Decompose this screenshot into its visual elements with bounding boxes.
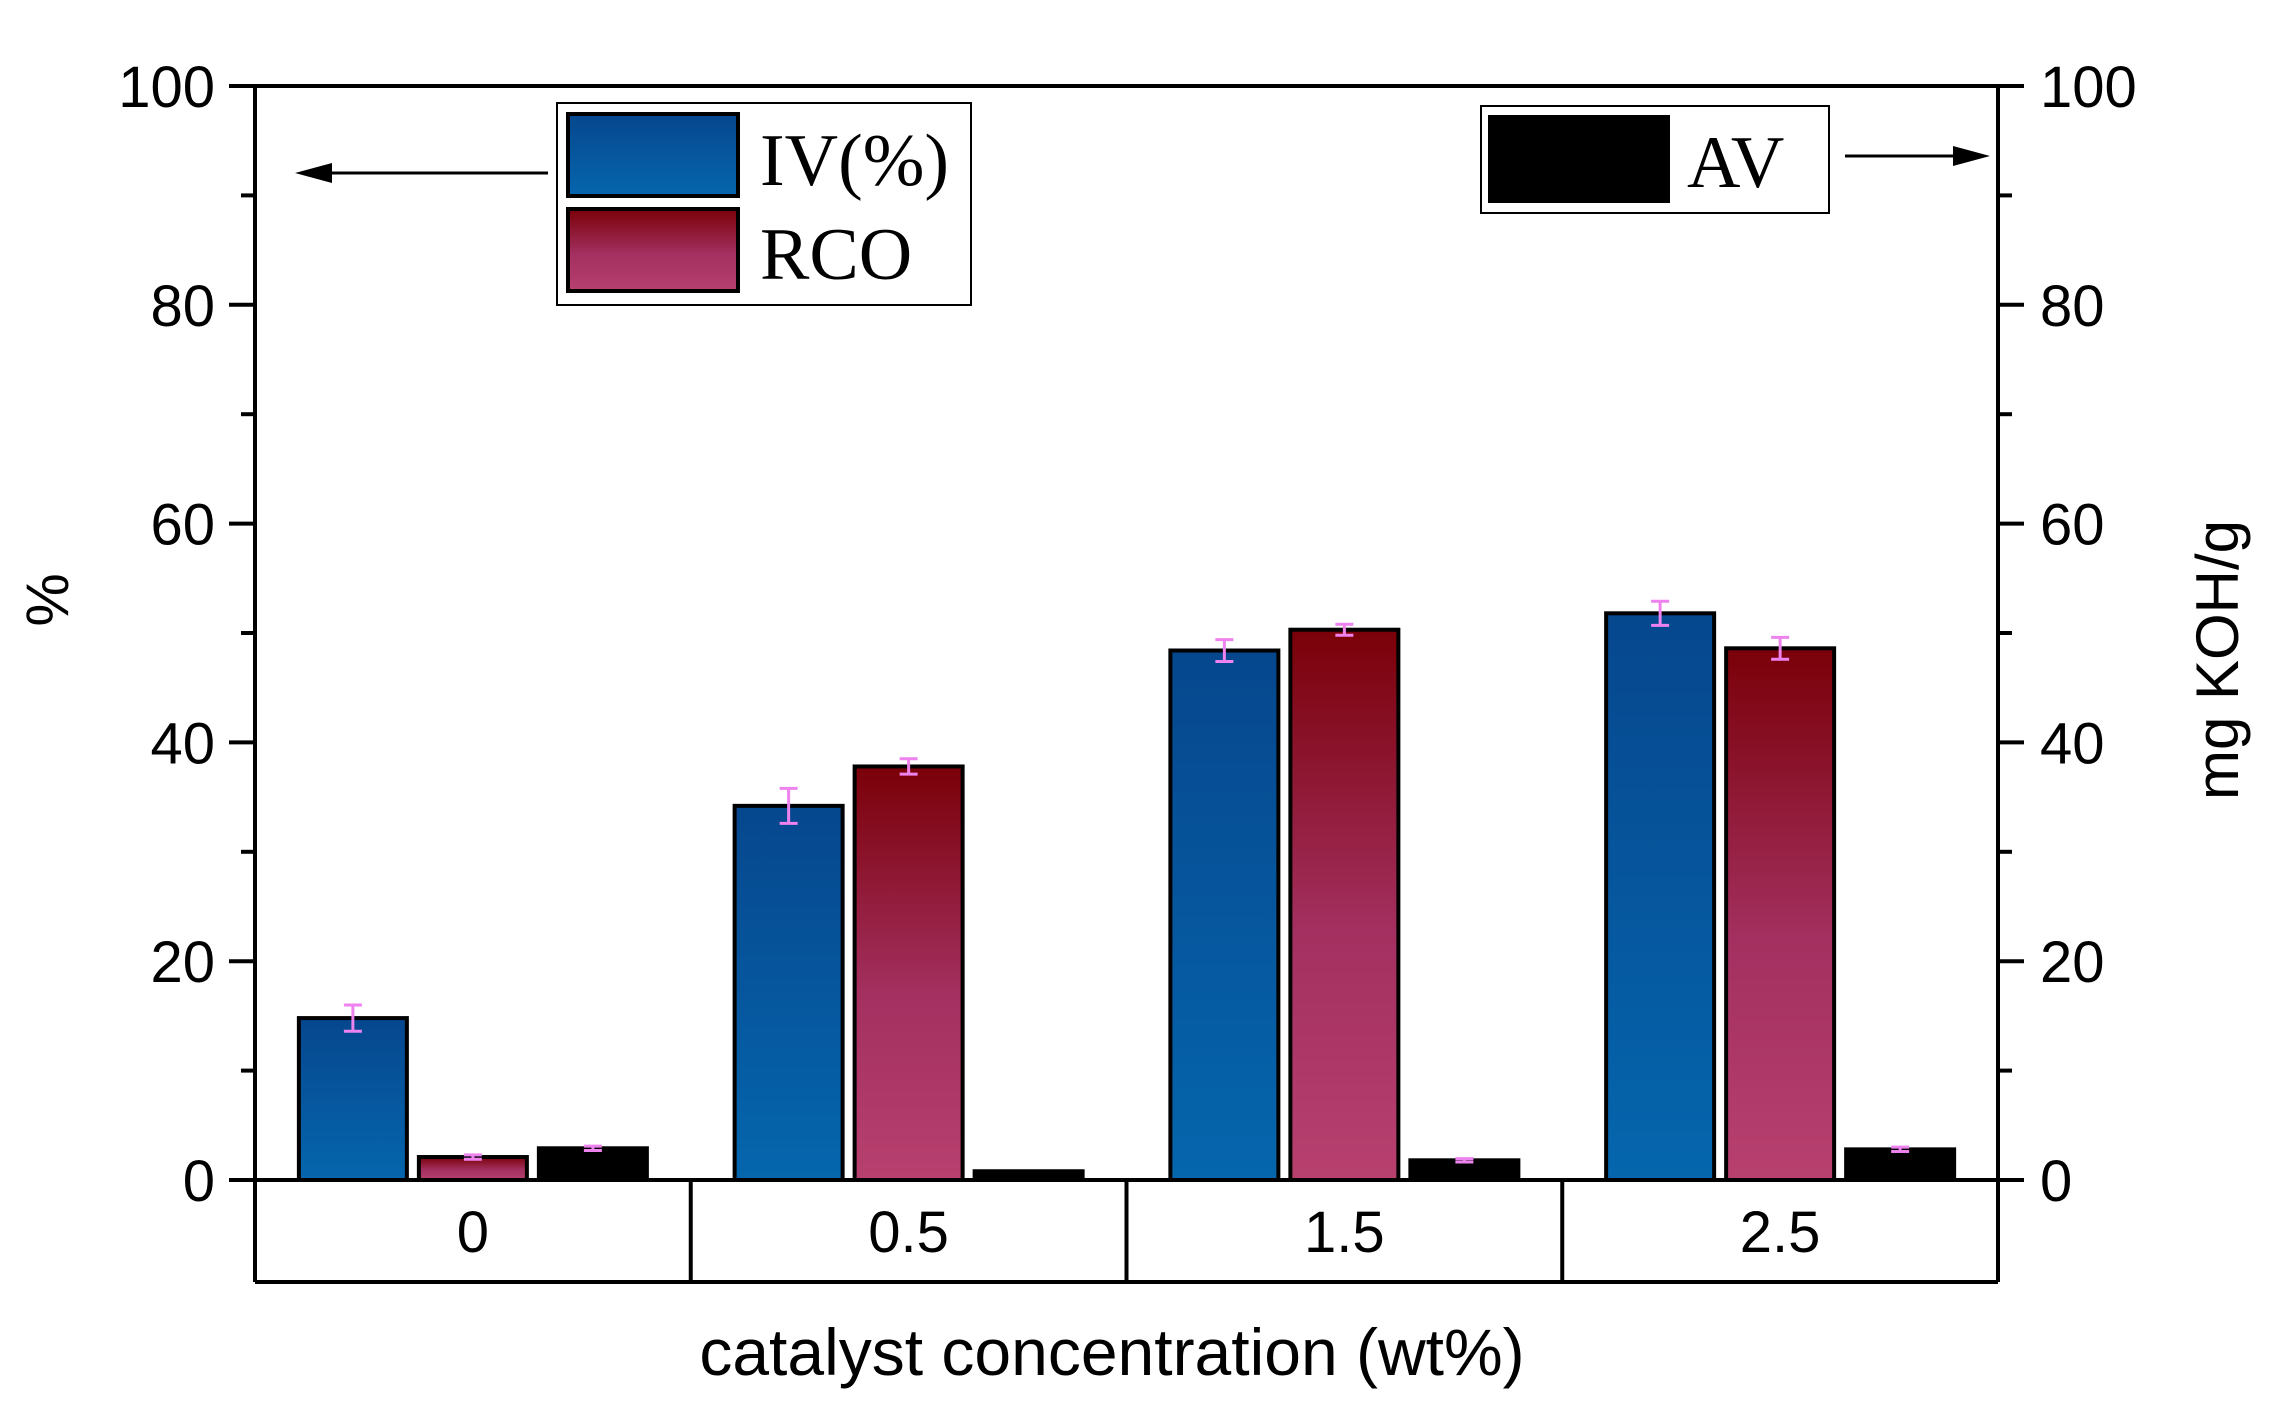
x-axis-label: catalyst concentration (wt%) [699,1315,1524,1389]
y-axis-left-label: % [14,573,81,626]
y-left-tick-label: 0 [183,1149,215,1214]
x-tick-label: 1.5 [1304,1200,1385,1265]
bar-av-2.5 [1844,1147,1957,1183]
y-left-tick-label: 60 [150,493,215,558]
bar-iv-0 [296,1016,409,1183]
legend-label-rco: RCO [760,214,912,296]
bar-rco-2.5 [1724,646,1837,1182]
legend-label-av: AV [1687,122,1784,204]
y-right-tick-label: 80 [2040,274,2105,339]
legend-left: IV(%) RCO [556,102,972,306]
x-tick-label: 0 [457,1200,489,1265]
x-tick-label: 0.5 [868,1200,949,1265]
plot-area: 0 20 40 60 80 100 0 20 40 60 80 100 0 0.5 1.5 2.5 [118,55,2137,1284]
y-left-tick-label: 80 [150,274,215,339]
legend-right: AV [1480,105,1830,214]
legend-swatch-iv [566,112,740,198]
y-right-tick-label: 20 [2040,930,2105,995]
y-right-tick-label: 40 [2040,711,2105,776]
y-right-tick-label: 0 [2040,1149,2072,1214]
bar-rco-0.5 [852,764,965,1183]
bar-iv-2.5 [1604,611,1717,1182]
y-right-tick-label: 60 [2040,493,2105,558]
bar-rco-1.5 [1288,627,1401,1182]
bar-av-0.5 [972,1169,1085,1183]
y-left-tick-label: 100 [118,55,215,120]
y-left-tick-label: 40 [150,711,215,776]
bar-iv-1.5 [1168,648,1281,1182]
left-axis-arrow [295,163,548,183]
x-tick-label: 2.5 [1740,1200,1821,1265]
legend-swatch-av [1488,115,1670,203]
legend-swatch-rco [566,207,740,293]
bar-av-0 [536,1146,649,1183]
y-axis-right-label: mg KOH/g [2184,520,2251,800]
legend-label-iv: IV(%) [760,120,949,202]
right-axis-arrow [1845,146,1990,166]
y-right-tick-label: 100 [2040,55,2137,120]
y-left-tick-label: 20 [150,930,215,995]
bar-iv-0.5 [732,803,845,1182]
